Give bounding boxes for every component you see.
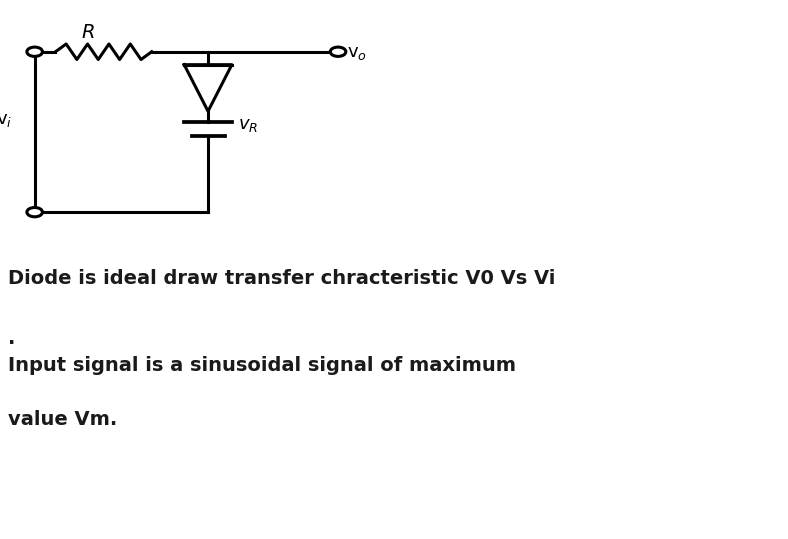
Text: R: R — [82, 23, 95, 42]
Text: value Vm.: value Vm. — [8, 410, 117, 429]
Text: v$_o$: v$_o$ — [347, 44, 366, 62]
Text: v$_i$: v$_i$ — [0, 111, 12, 129]
Text: $v_R$: $v_R$ — [238, 116, 258, 134]
Text: Input signal is a sinusoidal signal of maximum: Input signal is a sinusoidal signal of m… — [8, 356, 516, 375]
Text: .: . — [8, 329, 15, 348]
Text: Diode is ideal draw transfer chracteristic V0 Vs Vi: Diode is ideal draw transfer chracterist… — [8, 270, 556, 288]
